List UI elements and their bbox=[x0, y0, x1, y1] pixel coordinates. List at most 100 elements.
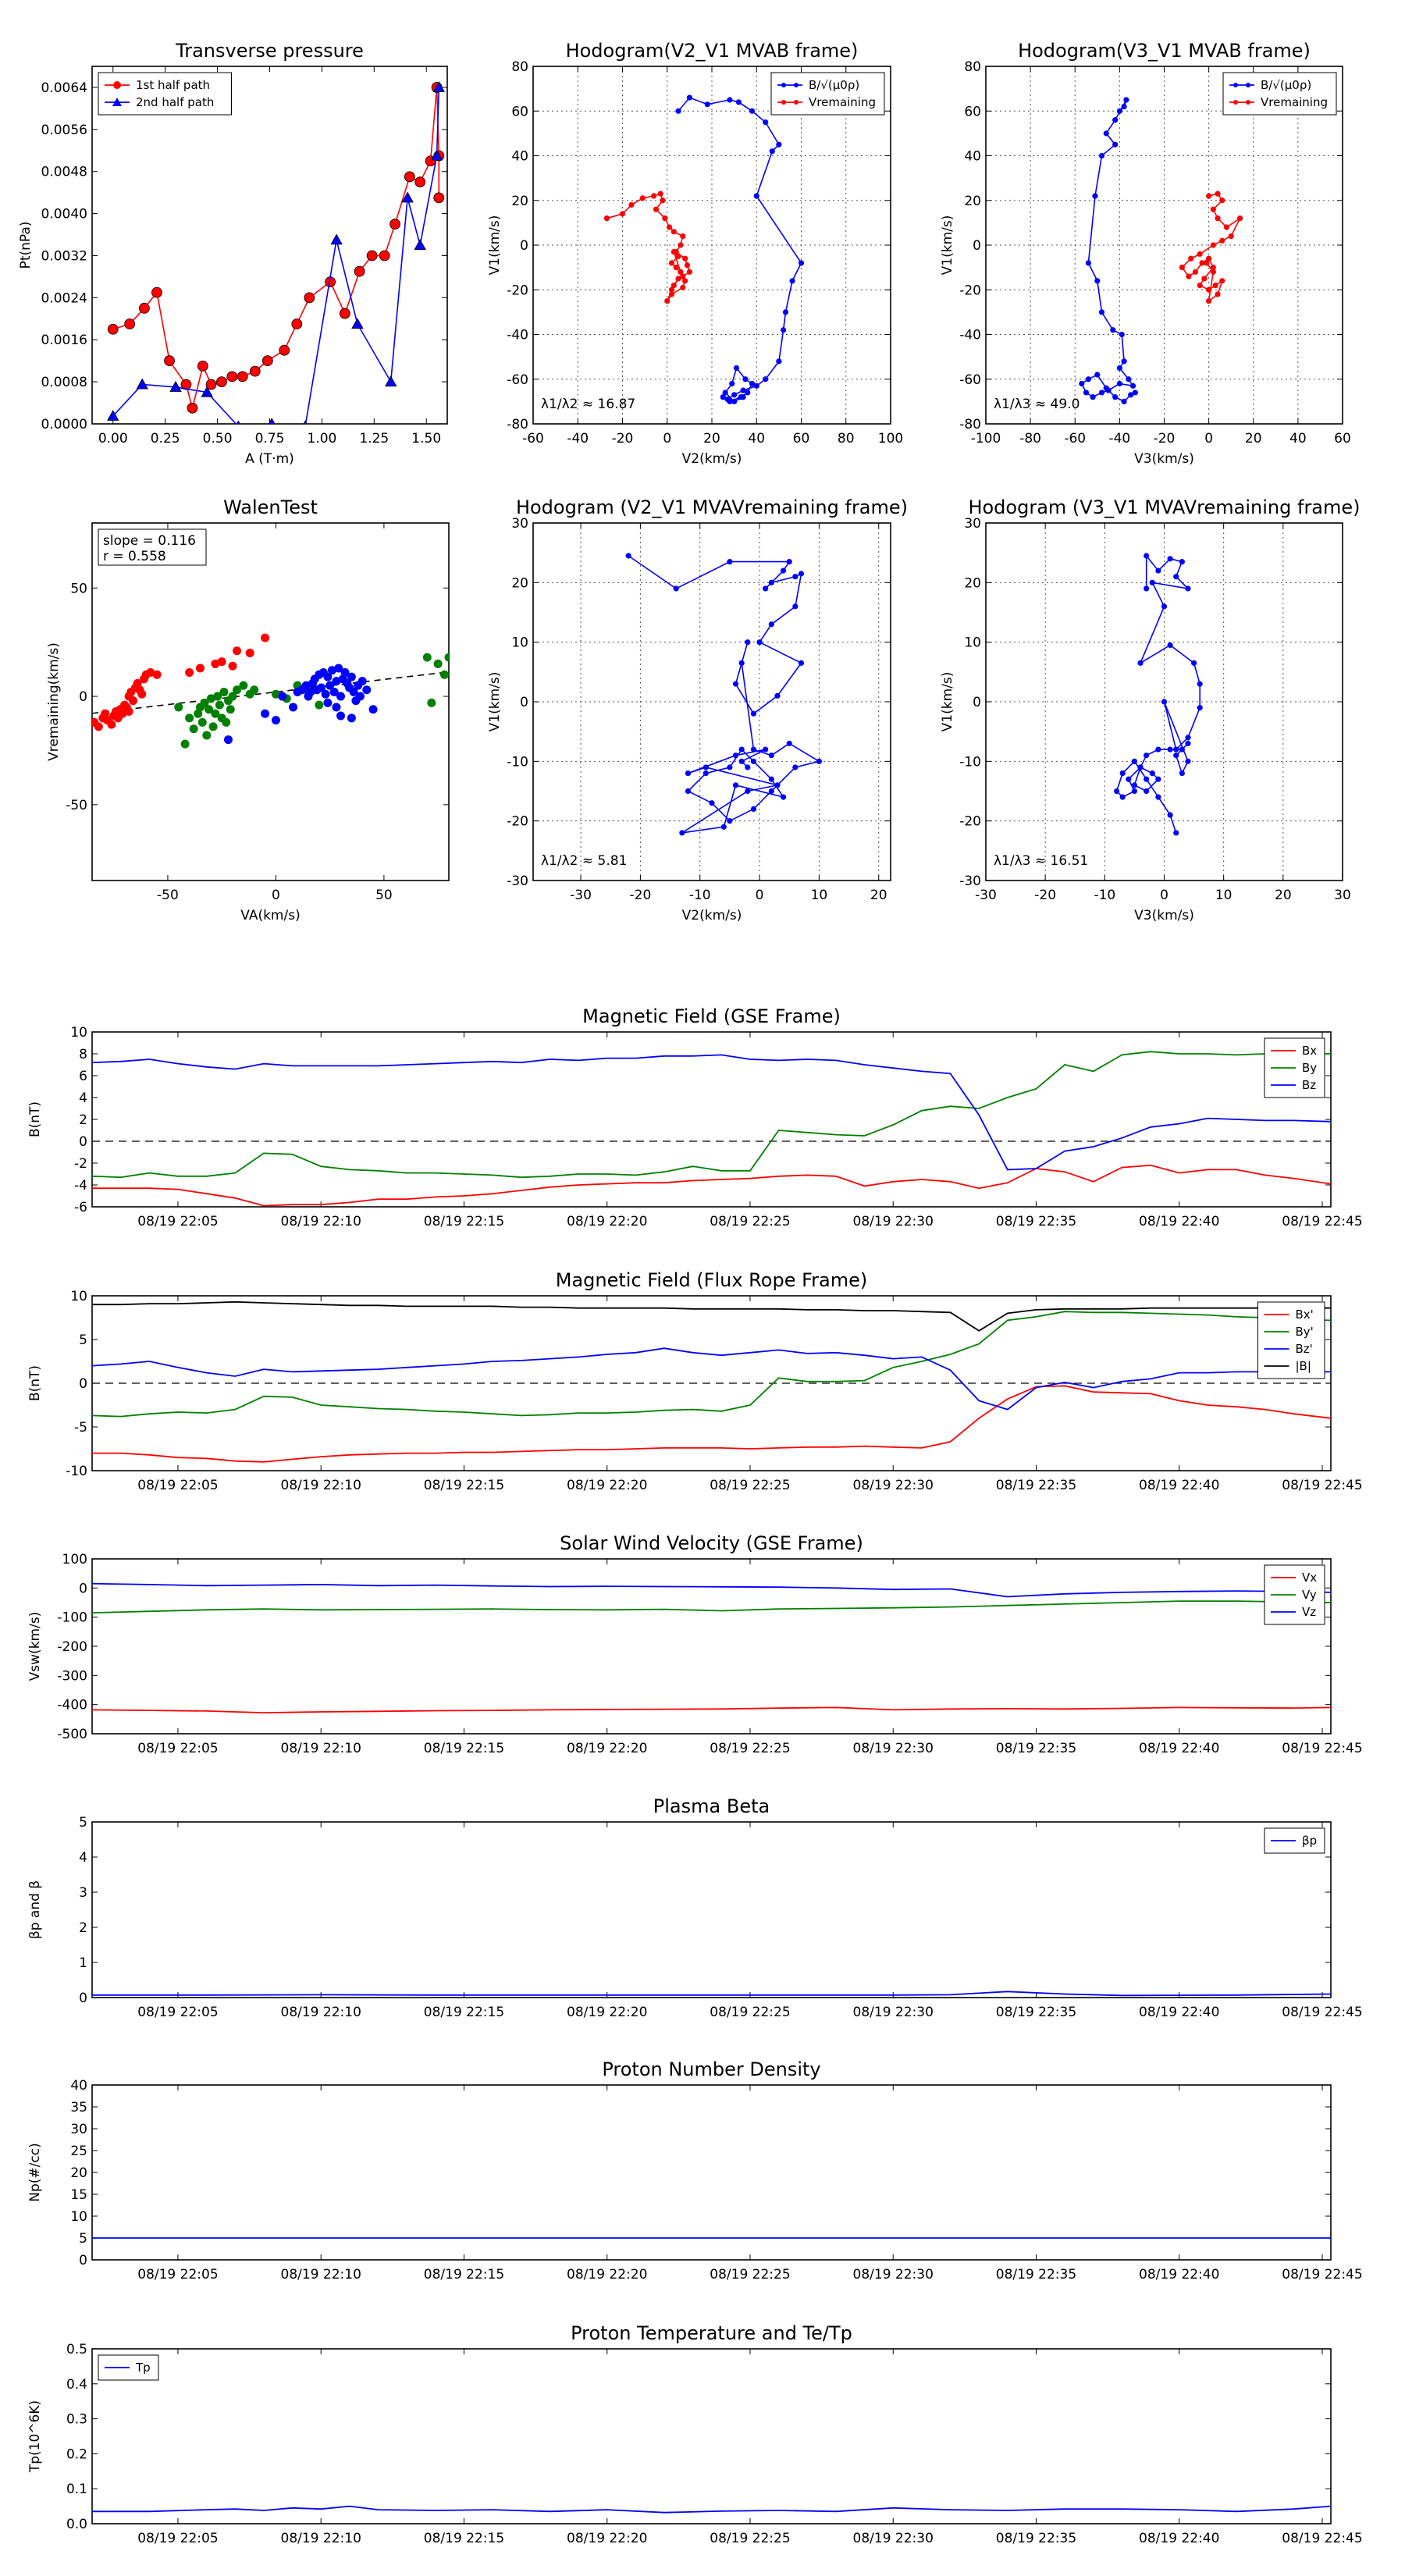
chart-title: Proton Number Density bbox=[602, 2058, 820, 2080]
x-axis-label: V3(km/s) bbox=[1134, 451, 1194, 467]
data-point bbox=[289, 703, 298, 712]
data-point bbox=[670, 248, 677, 255]
data-point bbox=[738, 660, 745, 666]
data-point bbox=[250, 685, 259, 695]
y-tick-label: 0.0024 bbox=[41, 290, 87, 306]
data-point bbox=[1155, 568, 1161, 574]
data-point bbox=[329, 688, 339, 697]
data-point bbox=[727, 398, 733, 404]
data-point bbox=[189, 724, 198, 734]
data-point bbox=[222, 717, 231, 727]
data-point bbox=[768, 579, 774, 585]
x-tick-label: 30 bbox=[1334, 888, 1351, 903]
data-point bbox=[1098, 390, 1105, 396]
x-tick-label: -60 bbox=[522, 431, 544, 447]
y-tick-label: 0.1 bbox=[66, 2482, 87, 2497]
y-tick-label: 0 bbox=[973, 695, 981, 710]
legend-label: |B| bbox=[1296, 1359, 1311, 1373]
data-point bbox=[675, 108, 681, 114]
legend-marker bbox=[781, 83, 786, 87]
data-point bbox=[430, 149, 443, 161]
y-tick-label: 10 bbox=[511, 635, 528, 651]
plot-frame bbox=[532, 522, 891, 881]
y-axis-label: Pt(nPa) bbox=[18, 222, 34, 269]
data-point bbox=[261, 355, 273, 367]
data-point bbox=[217, 657, 226, 667]
data-point bbox=[1155, 794, 1161, 800]
x-tick-label: 08/19 22:10 bbox=[281, 1478, 361, 1493]
x-tick-label: 08/19 22:05 bbox=[137, 1214, 218, 1229]
y-tick-label: 20 bbox=[511, 575, 528, 591]
data-point bbox=[816, 758, 822, 764]
data-point bbox=[776, 358, 782, 365]
legend-label: By bbox=[1302, 1061, 1317, 1075]
data-point bbox=[774, 692, 781, 699]
data-point bbox=[278, 692, 287, 701]
y-tick-label: 15 bbox=[70, 2187, 87, 2203]
x-tick-label: 10 bbox=[1215, 888, 1232, 903]
data-point bbox=[756, 639, 763, 646]
data-point bbox=[107, 720, 116, 729]
data-point bbox=[1085, 376, 1091, 382]
data-point bbox=[414, 239, 426, 251]
legend-label: Vz bbox=[1302, 1605, 1316, 1619]
series-line-bz bbox=[92, 1347, 1331, 1411]
y-tick-label: 10 bbox=[70, 2209, 87, 2225]
data-point bbox=[185, 668, 194, 678]
data-point bbox=[1113, 788, 1120, 795]
x-axis-label: V3(km/s) bbox=[1134, 908, 1194, 923]
x-tick-label: 08/19 22:30 bbox=[853, 1478, 934, 1493]
data-point bbox=[349, 688, 358, 697]
series-line-tp bbox=[92, 2505, 1331, 2514]
data-point bbox=[1098, 309, 1105, 315]
x-tick-label: 10 bbox=[811, 888, 828, 903]
data-point bbox=[197, 361, 208, 372]
data-point bbox=[776, 141, 782, 148]
y-axis-label: Vremaining(km/s) bbox=[46, 642, 62, 761]
data-point bbox=[152, 670, 162, 679]
x-tick-label: -30 bbox=[570, 888, 592, 903]
x-tick-label: 08/19 22:10 bbox=[281, 2267, 361, 2282]
x-tick-label: 50 bbox=[375, 888, 393, 903]
chart-title: Hodogram (V3_V1 MVAVremaining frame) bbox=[968, 496, 1360, 518]
y-tick-label: -40 bbox=[959, 328, 981, 343]
data-point bbox=[291, 318, 303, 329]
plot-frame bbox=[91, 2084, 1332, 2261]
data-point bbox=[304, 292, 315, 304]
legend-marker bbox=[781, 100, 786, 105]
x-tick-label: 08/19 22:45 bbox=[1282, 2531, 1362, 2546]
y-tick-label: -60 bbox=[959, 372, 981, 388]
x-tick-label: -10 bbox=[1094, 888, 1115, 903]
y-tick-label: 0.5 bbox=[66, 2342, 87, 2357]
data-point bbox=[1185, 740, 1191, 747]
y-tick-label: 1 bbox=[79, 1955, 87, 1971]
data-point bbox=[742, 376, 749, 382]
data-point bbox=[332, 703, 341, 712]
data-point bbox=[347, 672, 356, 681]
series-line-by bbox=[92, 1311, 1331, 1418]
data-point bbox=[727, 97, 733, 103]
data-point bbox=[702, 770, 709, 777]
legend: Bx By Bz bbox=[1264, 1037, 1325, 1098]
x-tick-label: 08/19 22:05 bbox=[137, 1741, 218, 1756]
data-point bbox=[792, 603, 799, 610]
y-tick-label: -40 bbox=[507, 328, 528, 343]
x-tick-label: 08/19 22:20 bbox=[567, 2005, 647, 2020]
y-tick-label: 25 bbox=[70, 2144, 87, 2159]
plot-area bbox=[603, 94, 805, 404]
x-tick-label: 08/19 22:40 bbox=[1139, 1741, 1219, 1756]
data-point bbox=[731, 398, 738, 404]
plot-frame bbox=[985, 522, 1343, 881]
data-point bbox=[668, 291, 675, 297]
x-tick-label: 08/19 22:35 bbox=[996, 1478, 1076, 1493]
x-tick-label: 20 bbox=[1245, 431, 1262, 447]
data-point bbox=[271, 689, 280, 699]
legend-label: βp bbox=[1302, 1834, 1317, 1848]
x-tick-label: -10 bbox=[689, 888, 711, 903]
data-point bbox=[330, 233, 343, 245]
x-tick-label: 0 bbox=[663, 431, 671, 447]
x-tick-label: -30 bbox=[975, 888, 997, 903]
plot-frame bbox=[91, 1558, 1332, 1735]
eigenvalue-ratio-label: λ1/λ2 ≈ 16.87 bbox=[541, 397, 635, 412]
